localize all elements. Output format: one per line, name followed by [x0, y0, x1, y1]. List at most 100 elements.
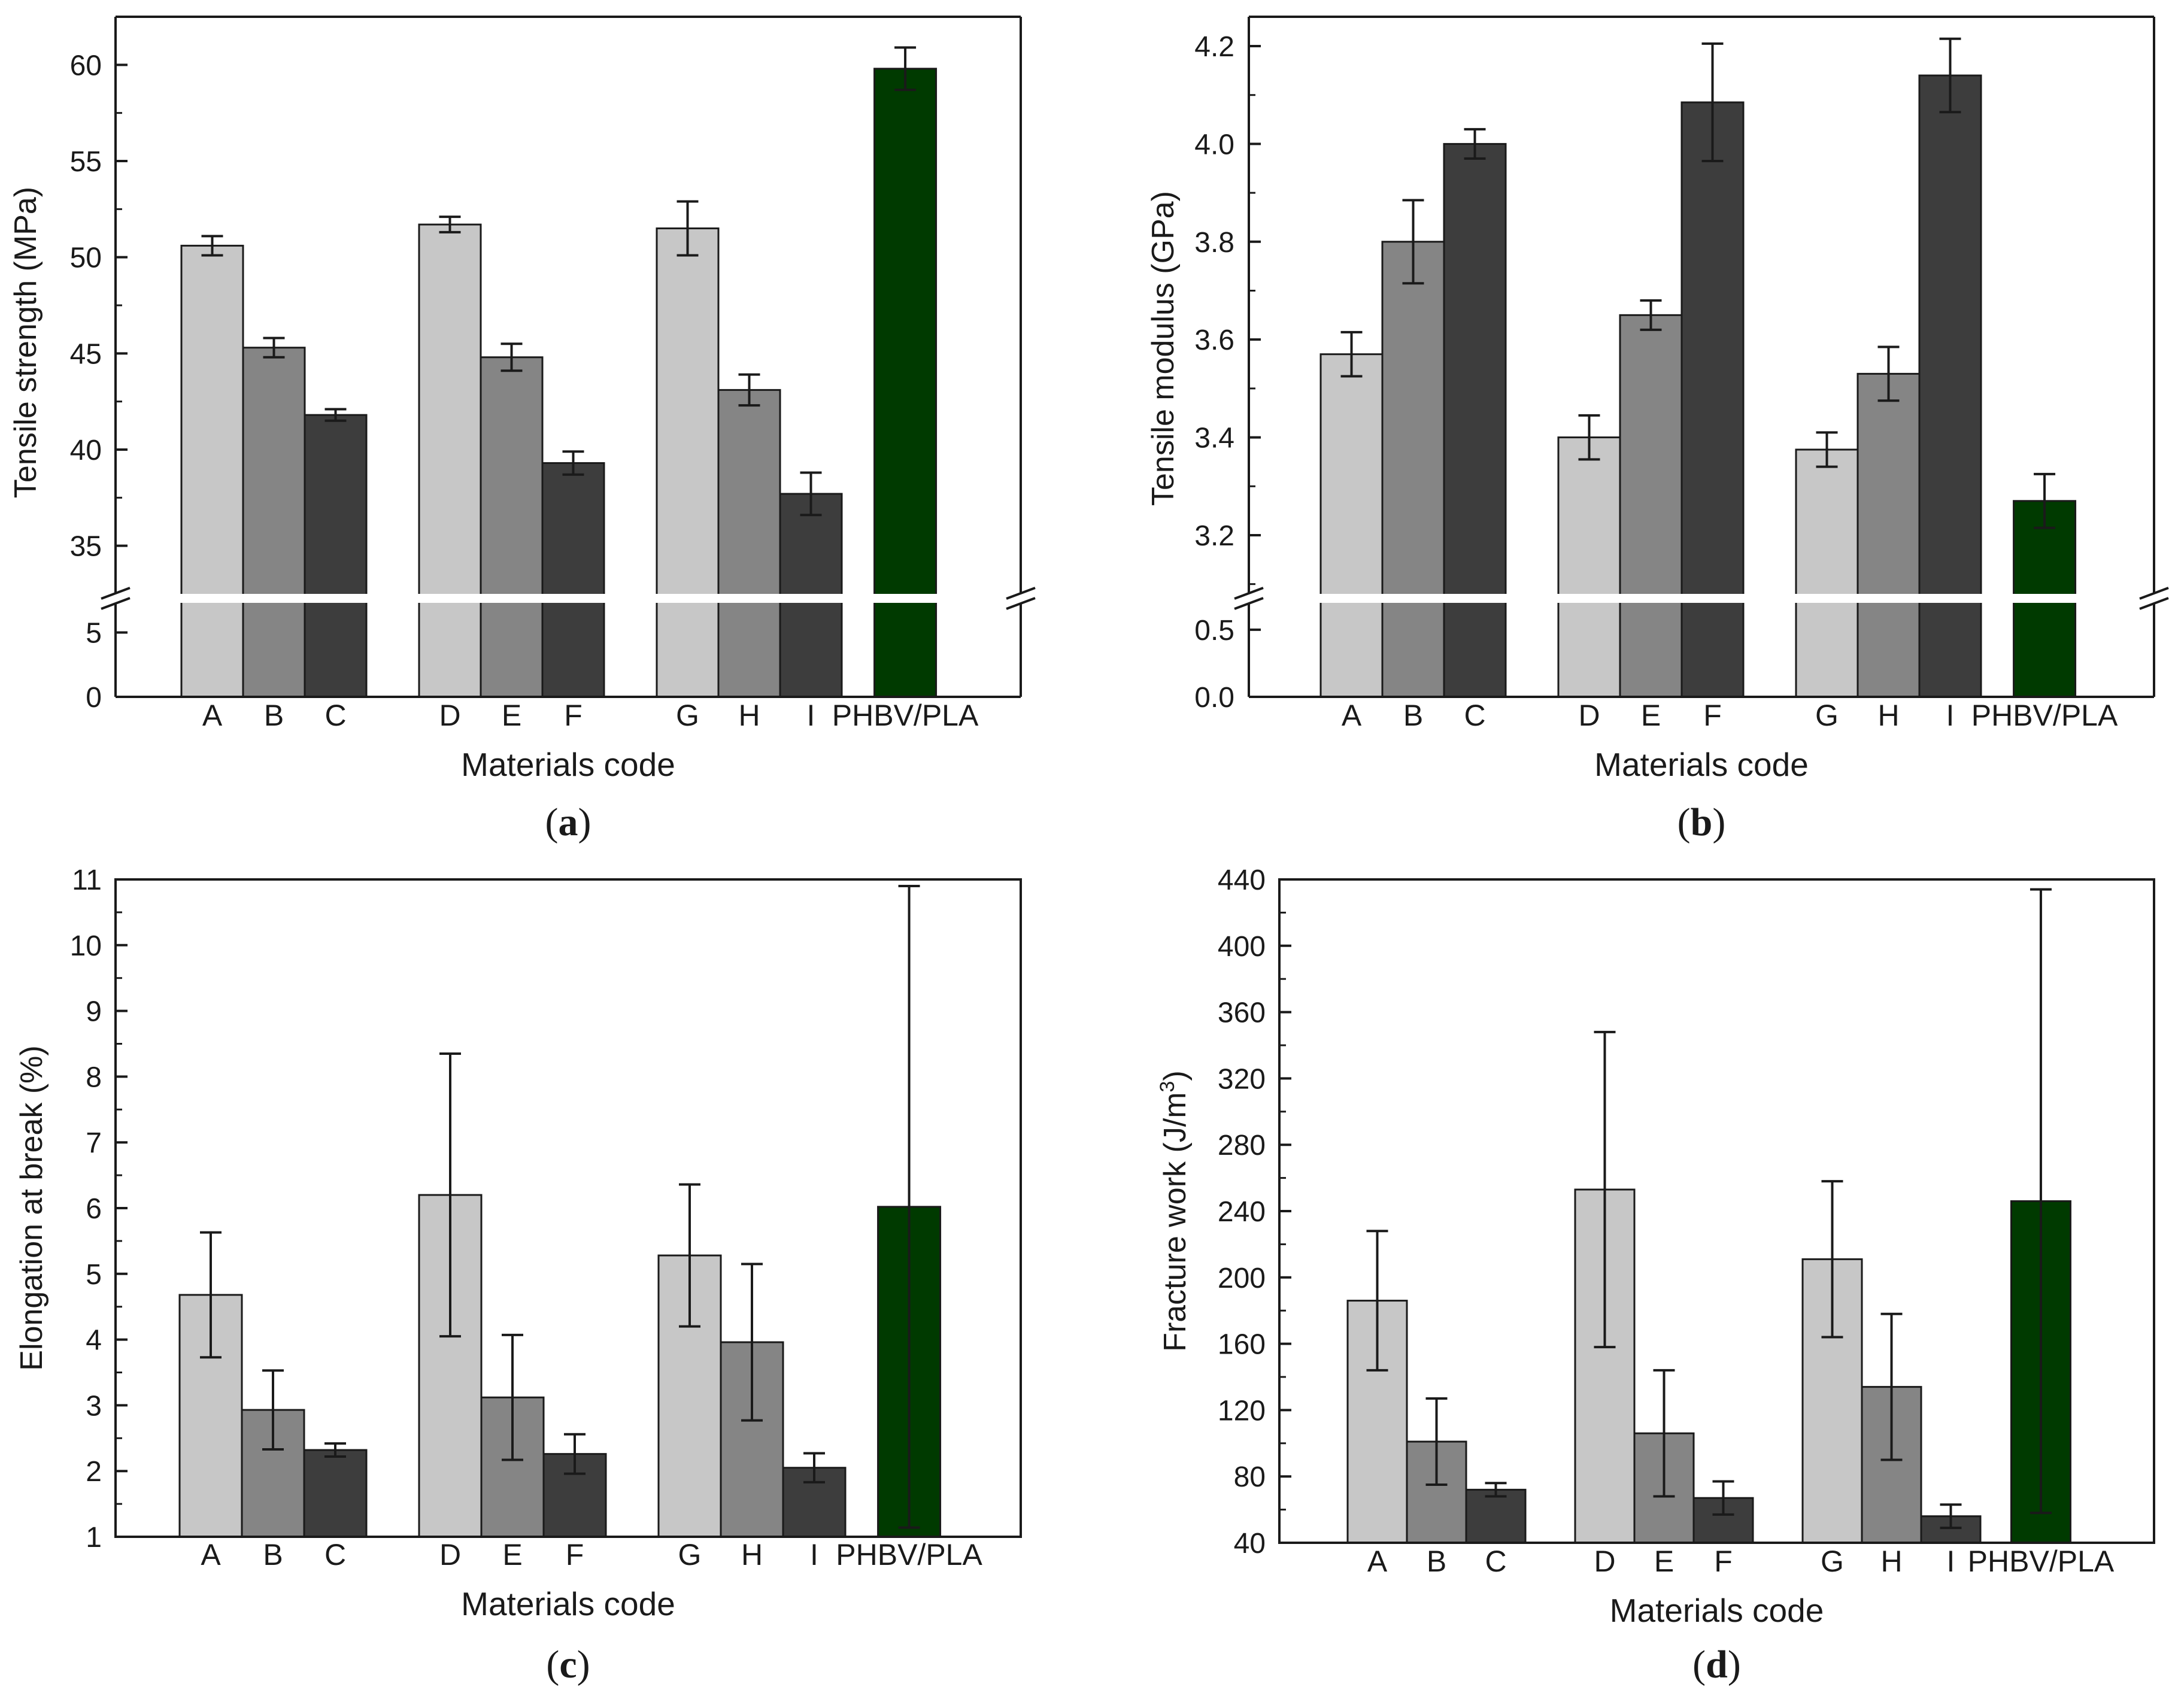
x-axis-title: Materials code — [1610, 1592, 1824, 1629]
panel-caption: (b) — [1677, 800, 1726, 844]
axis-break-gap — [1248, 594, 2155, 603]
bar-c — [1443, 142, 1507, 698]
x-tick-label-b: B — [263, 1538, 283, 1572]
bar-g — [1795, 448, 1859, 698]
x-tick-label-i: I — [1946, 699, 1955, 732]
bar-e — [1619, 314, 1683, 698]
y-tick-label-6: 6 — [86, 1193, 102, 1225]
y-axis-title: Fracture work (J/m3) — [1156, 1070, 1193, 1352]
x-axis-title: Materials code — [461, 746, 675, 783]
x-tick-label-phbv-pla: PHBV/PLA — [832, 699, 979, 732]
y-tick-label-200: 200 — [1218, 1263, 1266, 1294]
y-tick-label-9: 9 — [86, 996, 102, 1028]
x-tick-label-d: D — [1578, 699, 1600, 732]
break-mark-left-1 — [101, 587, 131, 600]
caption-open-paren: ( — [545, 800, 559, 844]
y-axis-title: Tensile modulus (GPa) — [1146, 191, 1181, 506]
y-tick-label-280: 280 — [1218, 1130, 1266, 1161]
x-tick-label-phbv-pla: PHBV/PLA — [1971, 699, 2118, 732]
bar-h — [717, 389, 781, 698]
bar-d — [418, 223, 482, 698]
y-tick-label-120: 120 — [1218, 1395, 1266, 1427]
y-tick-label-3.2: 3.2 — [1194, 520, 1234, 552]
caption-letter: d — [1706, 1643, 1728, 1686]
panel-c-elongation-chart: 1 2 3 4 5 6 7 8 9 10 11 Elongation at break (%) A B C D… — [14, 864, 1022, 1686]
y-tick-label-35: 35 — [70, 531, 102, 563]
break-mark-right-1 — [1006, 587, 1036, 600]
bar-c — [1465, 1488, 1527, 1544]
x-tick-label-h: H — [1877, 699, 1899, 732]
y-tick-label-2: 2 — [86, 1456, 102, 1488]
y-tick-label-lower-5: 5 — [86, 617, 102, 649]
x-tick-label-g: G — [1821, 1545, 1844, 1578]
y-tick-label-7: 7 — [86, 1127, 102, 1159]
x-tick-label-f: F — [1714, 1545, 1733, 1578]
x-tick-label-b: B — [1403, 699, 1423, 732]
y-tick-label-45: 45 — [70, 338, 102, 370]
y-tick-label-3.8: 3.8 — [1194, 227, 1234, 259]
x-tick-label-e: E — [1641, 699, 1661, 732]
y-tick-label-240: 240 — [1218, 1196, 1266, 1228]
x-tick-label-phbv-pla: PHBV/PLA — [836, 1538, 982, 1572]
axis-break-gap — [114, 594, 1022, 603]
y-axis-title-superscript: 3 — [1156, 1081, 1179, 1093]
y-tick-label-8: 8 — [86, 1061, 102, 1093]
y-tick-label-5: 5 — [86, 1259, 102, 1291]
y-tick-label-3.6: 3.6 — [1194, 324, 1234, 356]
break-mark-left-2 — [1234, 597, 1264, 610]
x-tick-label-d: D — [439, 1538, 461, 1572]
caption-letter: a — [559, 800, 578, 844]
panel-b-tensile-modulus-chart: 3.2 3.4 3.6 3.8 4.0 4.2 0.0 0.5 Tensile modulus … — [1146, 16, 2169, 844]
x-tick-label-c: C — [324, 1538, 346, 1572]
caption-letter: c — [559, 1643, 577, 1686]
x-tick-label-a: A — [1367, 1545, 1388, 1578]
x-tick-label-c: C — [324, 699, 346, 732]
bar-e — [480, 356, 544, 698]
y-axis-title-close: ) — [1158, 1070, 1193, 1081]
x-tick-label-e: E — [1654, 1545, 1674, 1578]
y-tick-label-50: 50 — [70, 242, 102, 274]
y-axis-title-main: Fracture work (J/m — [1158, 1092, 1193, 1351]
caption-close-paren: ) — [577, 1643, 590, 1686]
bar-f — [1680, 101, 1745, 698]
y-tick-label-3: 3 — [86, 1390, 102, 1422]
y-tick-label-1: 1 — [86, 1522, 102, 1554]
x-tick-label-d: D — [1594, 1545, 1615, 1578]
bar-f — [541, 462, 605, 698]
x-tick-label-g: G — [676, 699, 699, 732]
y-tick-label-400: 400 — [1218, 931, 1266, 963]
x-tick-label-g: G — [678, 1538, 702, 1572]
x-tick-label-a: A — [201, 1538, 221, 1572]
y-tick-label-80: 80 — [1234, 1461, 1266, 1493]
x-tick-label-a: A — [1342, 699, 1362, 732]
caption-open-paren: ( — [546, 1643, 559, 1686]
bar-b — [1381, 241, 1445, 698]
y-tick-label-10: 10 — [70, 930, 102, 962]
x-tick-label-e: E — [502, 699, 521, 732]
x-tick-label-b: B — [1427, 1545, 1446, 1578]
caption-letter: b — [1691, 800, 1713, 844]
y-tick-label-lower-0.0: 0.0 — [1194, 682, 1234, 714]
y-tick-label-3.4: 3.4 — [1194, 423, 1234, 454]
bar-g — [656, 227, 720, 698]
y-tick-label-360: 360 — [1218, 997, 1266, 1029]
y-tick-label-4.2: 4.2 — [1194, 31, 1234, 63]
x-tick-label-b: B — [264, 699, 284, 732]
bar-c — [303, 1449, 368, 1538]
panel-a-tensile-strength-chart: 35 40 45 50 55 60 0 5 Tensile strength (MPa) A B C D… — [8, 16, 1036, 844]
break-mark-left-2 — [101, 597, 131, 610]
panel-caption: (c) — [546, 1643, 590, 1686]
bar-a — [1319, 353, 1384, 698]
bar-d — [1557, 436, 1621, 698]
y-axis-title: Tensile strength (MPa) — [8, 187, 43, 498]
x-tick-label-i: I — [810, 1538, 818, 1572]
y-tick-label-160: 160 — [1218, 1329, 1266, 1361]
x-tick-label-d: D — [439, 699, 460, 732]
x-tick-label-f: F — [1703, 699, 1722, 732]
caption-open-paren: ( — [1677, 800, 1691, 844]
panel-d-fracture-work-chart: 40 80 120 160 200 240 280 320 360 400 440 Fracture … — [1156, 864, 2155, 1686]
bar-phbv-pla — [873, 68, 938, 698]
break-mark-left-1 — [1234, 587, 1264, 600]
x-tick-label-a: A — [202, 699, 223, 732]
